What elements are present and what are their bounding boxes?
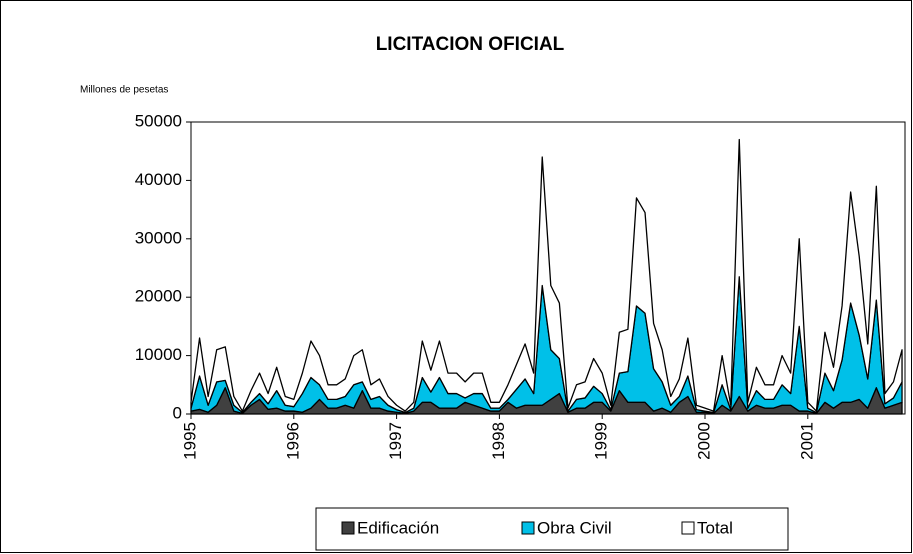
y-tick-label: 20000 [135,287,182,306]
y-axis-label: Millones de pesetas [80,85,168,96]
legend-swatch [341,521,355,535]
x-tick-label: 2001 [797,422,816,460]
plot-border [190,121,906,415]
x-tick-label: 1999 [592,422,611,460]
legend-box [315,507,789,551]
x-tick-label: 2000 [694,422,713,460]
legend-label: Edificación [357,518,439,537]
y-tick-label: 0 [173,403,182,422]
legend-swatch [681,521,695,535]
x-tick-label: 1995 [180,422,199,460]
y-tick-label: 30000 [135,228,182,247]
chart-title: LICITACION OFICIAL [376,34,565,55]
x-tick-label: 1998 [489,422,508,460]
y-tick-label: 50000 [135,111,182,130]
area [190,138,903,414]
legend-label: Total [697,518,733,537]
x-tick-label: 1997 [386,422,405,460]
legend-swatch [521,521,535,535]
y-tick-label: 40000 [135,170,182,189]
x-tick-label: 1996 [283,422,302,460]
y-tick-label: 10000 [135,345,182,364]
legend-label: Obra Civil [537,518,612,537]
